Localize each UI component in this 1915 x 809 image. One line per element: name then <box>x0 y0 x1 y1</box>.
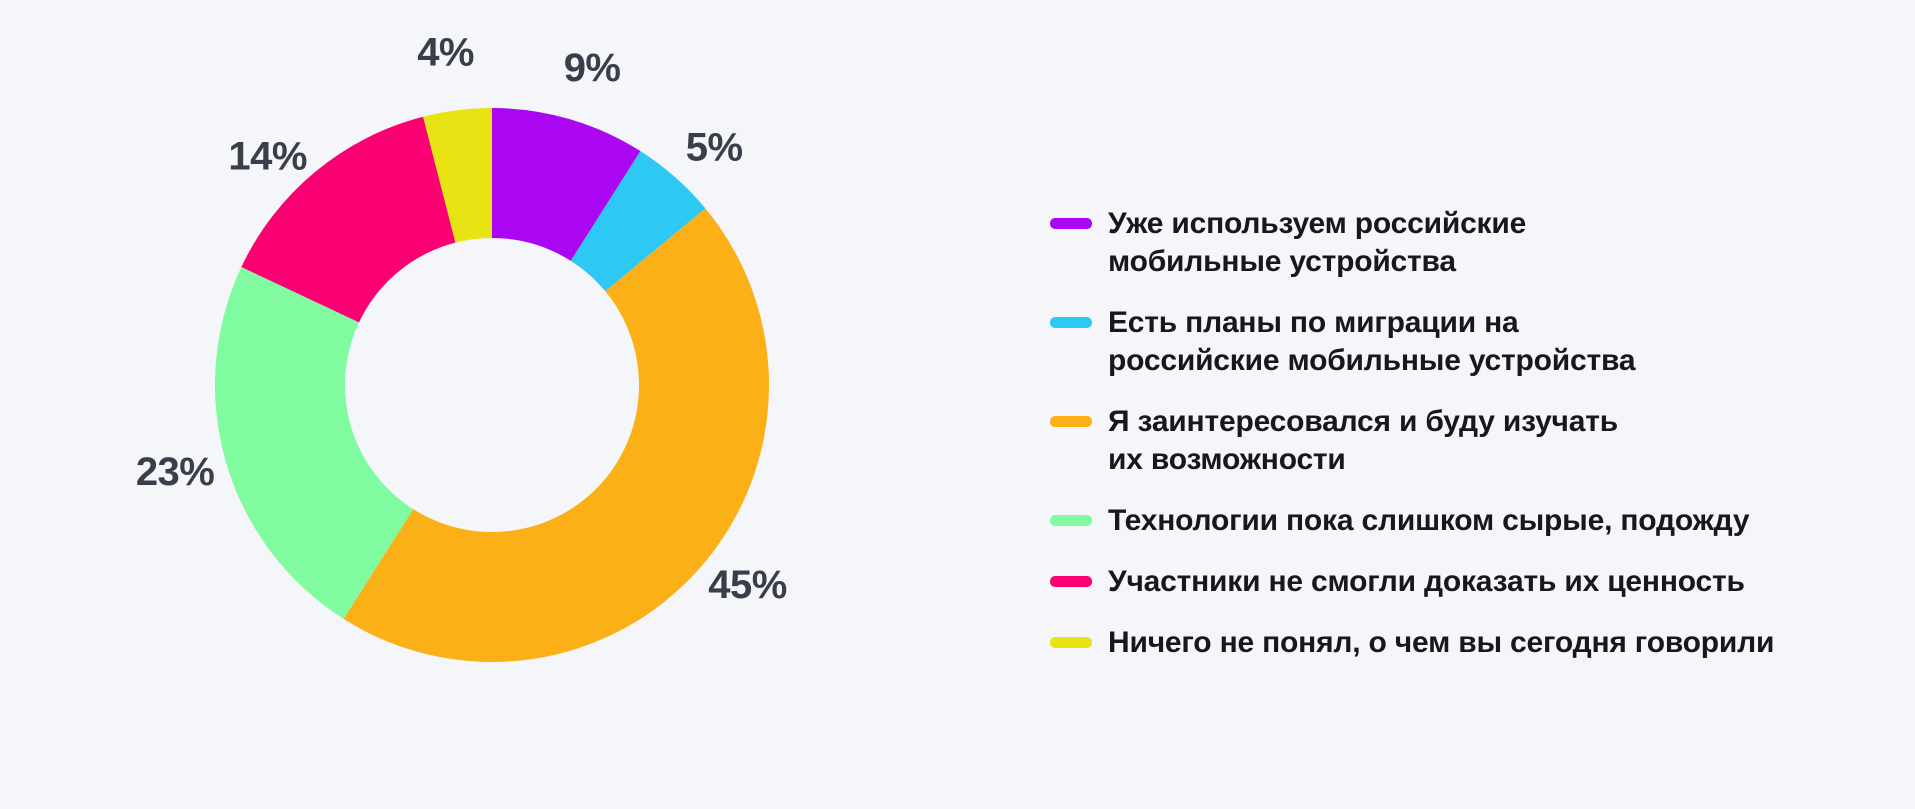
legend-label-line: Уже используем российские <box>1108 207 1527 240</box>
legend-swatch <box>1050 218 1092 229</box>
slice-percent-label: 14% <box>228 135 307 179</box>
legend-swatch <box>1050 576 1092 587</box>
slice-percent-label: 45% <box>708 563 787 607</box>
slice-percent-label: 5% <box>686 126 743 170</box>
legend-label-line: Есть планы по миграции на <box>1108 306 1519 339</box>
donut-slice <box>343 208 769 662</box>
donut-slice <box>492 108 641 261</box>
legend-item: Участники не смогли доказать их ценность <box>1050 563 1774 601</box>
legend-item: Есть планы по миграции на российские моби… <box>1050 304 1774 380</box>
legend-label: Технологии пока слишком сырые, подожду <box>1108 502 1750 540</box>
donut-slice <box>423 107 492 243</box>
legend-label-line: их возможности <box>1108 443 1346 476</box>
legend-item: Ничего не понял, о чем вы сегодня говори… <box>1050 624 1774 662</box>
legend-swatch <box>1050 515 1092 526</box>
legend-label-line: Технологии пока слишком сырые, подожду <box>1108 504 1750 537</box>
legend-label: Ничего не понял, о чем вы сегодня говори… <box>1108 624 1774 662</box>
chart-legend: Уже используем российские мобильные устро… <box>1050 205 1774 662</box>
legend-item: Уже используем российские мобильные устро… <box>1050 205 1774 281</box>
donut-chart: 9% 5% 45% 23% 14% 4% <box>136 31 787 662</box>
legend-label-line: российские мобильные устройства <box>1108 344 1636 377</box>
slice-percent-label: 9% <box>564 46 621 90</box>
donut-slice <box>241 116 456 323</box>
legend-label: Я заинтересовался и буду изучать их возмо… <box>1108 403 1618 479</box>
legend-swatch <box>1050 637 1092 648</box>
donut-slice <box>214 267 414 619</box>
legend-label-line: Я заинтересовался и буду изучать <box>1108 405 1618 438</box>
legend-label: Участники не смогли доказать их ценность <box>1108 563 1745 601</box>
legend-label: Уже используем российские мобильные устро… <box>1108 205 1526 281</box>
legend-item: Технологии пока слишком сырые, подожду <box>1050 502 1774 540</box>
slice-percent-label: 4% <box>417 31 474 75</box>
legend-label-line: Участники не смогли доказать их ценность <box>1108 565 1745 598</box>
donut-slice <box>570 151 706 292</box>
legend-swatch <box>1050 416 1092 427</box>
legend-swatch <box>1050 317 1092 328</box>
legend-label: Есть планы по миграции на российские моби… <box>1108 304 1636 380</box>
legend-label-line: Ничего не понял, о чем вы сегодня говори… <box>1108 626 1775 659</box>
legend-label-line: мобильные устройства <box>1108 245 1456 278</box>
slice-percent-label: 23% <box>136 450 215 494</box>
legend-item: Я заинтересовался и буду изучать их возмо… <box>1050 403 1774 479</box>
